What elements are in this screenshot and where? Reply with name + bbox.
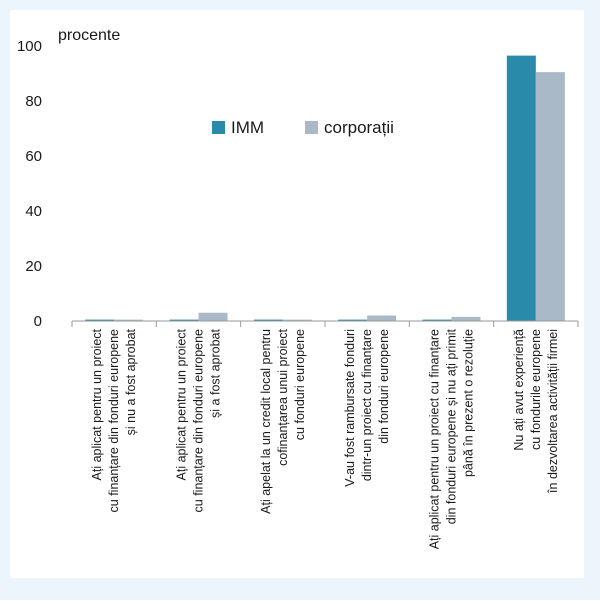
x-axis-ticks [71, 321, 579, 327]
bar-imm [338, 319, 368, 321]
category-label-line: din fonduri europene [377, 329, 391, 444]
bar-corporatii [367, 315, 397, 321]
bar-imm [85, 319, 115, 321]
bar-imm [506, 55, 536, 321]
y-axis-ticks: 0 20 40 60 80 100 [17, 38, 42, 330]
category-label-line: cu finanțare din fonduri europene [192, 329, 206, 513]
plot-area-background [10, 10, 584, 578]
category-label: Ați aplicat pentru un proiect cu finanța… [428, 328, 476, 549]
legend-label-corporatii: corporații [324, 118, 394, 137]
category-label: Ați aplicat pentru un proiect cu finanțar… [90, 328, 138, 512]
bar-imm [169, 319, 199, 321]
y-tick-label: 20 [25, 258, 42, 275]
category-label: Nu ați avut experiență cu fondurile europ… [512, 329, 560, 494]
legend-swatch-corporatii [305, 121, 318, 134]
category-label: V-au fost rambursate fonduri dintr-un pro… [343, 329, 391, 487]
category-label-line: și a fost aprobat [209, 328, 223, 417]
legend: IMM corporații [212, 118, 394, 137]
category-label-line: din fonduri europene și nu ați primit [445, 328, 459, 524]
category-label-line: în dezvoltarea activității firmei [546, 329, 560, 494]
category-label-line: Ați aplicat pentru un proiect cu finanța… [428, 329, 442, 549]
y-axis-unit-label: procente [58, 27, 120, 44]
category-label-line: cofinanțarea unui proiect [276, 328, 290, 465]
category-label-line: Ați aplicat pentru un proiect [90, 328, 104, 480]
y-tick-label: 80 [25, 93, 42, 110]
bar-corporatii [451, 316, 481, 321]
category-label-line: dintr-un proiect cu finanțare [360, 329, 374, 481]
category-label-line: până în prezent o rezoluție [462, 329, 476, 477]
category-label-line: Ați aplicat pentru un proiect [175, 328, 189, 480]
bar-corporatii [282, 319, 312, 321]
category-label: Ați apelat la un credit local pentru cofi… [259, 328, 307, 513]
bar-corporatii [198, 312, 228, 321]
category-label-line: și nu a fost aprobat [124, 328, 138, 435]
legend-swatch-imm [212, 121, 225, 134]
bar-imm [422, 319, 452, 321]
category-labels: Ați aplicat pentru un proiect cu finanțar… [90, 328, 560, 549]
y-tick-label: 100 [17, 38, 42, 55]
bar-corporatii [114, 319, 144, 321]
category-label-line: Ați apelat la un credit local pentru [259, 329, 273, 514]
y-tick-label: 60 [25, 148, 42, 165]
category-label-line: V-au fost rambursate fonduri [343, 329, 357, 487]
y-tick-label: 40 [25, 203, 42, 220]
legend-label-imm: IMM [231, 118, 264, 137]
category-label: Ați aplicat pentru un proiect cu finanțar… [175, 328, 223, 512]
bar-corporatii [535, 72, 565, 321]
y-tick-label: 0 [34, 313, 42, 330]
category-label-line: cu fonduri europene [293, 329, 307, 440]
category-label-line: cu fondurile europene [529, 329, 543, 450]
category-label-line: cu finanțare din fonduri europene [107, 329, 121, 513]
bar-series [85, 55, 565, 321]
category-label-line: Nu ați avut experiență [512, 329, 526, 451]
bar-imm [253, 319, 283, 321]
